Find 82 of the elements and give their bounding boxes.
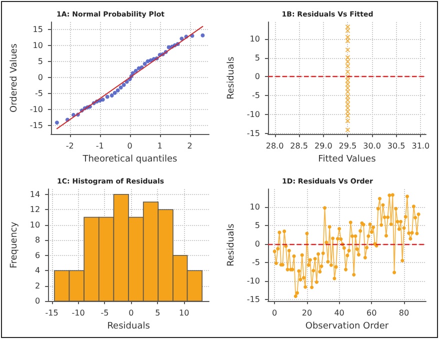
x-tick-label: 29.5 [338,142,357,151]
x-tick-label: 1 [157,142,162,151]
x-tick-label: -10 [72,308,85,318]
x-tick-label: 2 [187,142,192,151]
y-tick-label: -10 [246,110,260,119]
y-tick-label: -15 [246,295,260,304]
y-axis-title: Residuals [226,223,236,266]
y-tick-label: 2 [34,281,40,290]
y-axis-title: Ordered Values [10,43,20,113]
point [54,120,59,125]
x-tick-label: 30.5 [387,142,406,151]
y-tick-label: 0 [34,296,40,306]
y-tick-label: -10 [246,276,260,286]
x-axis-title: Residuals [107,322,150,332]
y-tick-label: 10 [30,220,40,230]
point [345,109,350,114]
x-tick-label: 60 [366,308,377,318]
x-axis-title: Fitted Values [318,154,376,164]
point [134,68,138,73]
y-tick-label: -5 [252,91,260,100]
x-tick-label: 0 [128,308,134,318]
y-axis-title: Residuals [226,56,236,100]
y-tick-label: 5 [254,53,260,62]
y-tick-label: 5 [254,220,260,230]
x-tick-label: -1 [96,142,104,151]
point [345,78,350,84]
y-tick-label: -5 [252,258,260,267]
y-tick-label: 0 [254,239,260,248]
x-tick-label: -15 [45,308,58,318]
point [142,62,147,66]
point [345,86,350,91]
y-tick-label: 15 [32,25,43,34]
x-tick-label: 40 [334,308,344,318]
y-tick-label: 8 [34,236,40,245]
point [110,93,114,98]
point [200,33,205,38]
x-tick-label: 10 [179,308,190,318]
x-tick-label: 31.0 [412,142,430,151]
x-tick-label: -2 [66,142,74,151]
y-tick-label: 6 [34,250,40,260]
point [118,85,123,90]
point [345,102,350,107]
x-tick-label: 0 [127,142,132,151]
x-axis-title: Theoretical quantiles [82,154,178,164]
y-tick-label: 0 [254,72,260,82]
x-tick-label: 30.0 [363,142,381,151]
y-tick-label: 0 [38,73,43,82]
point [345,24,350,30]
point [345,127,350,132]
y-tick-label: 14 [30,190,40,199]
y-tick-label: 10 [250,202,260,212]
x-tick-label: 28.0 [266,142,284,151]
x-tick-label: 28.5 [290,142,308,151]
point [345,38,350,44]
y-tick-label: -15 [30,120,43,130]
point [130,71,135,76]
x-tick-label: 80 [398,308,410,318]
x-axis-title: Observation Order [305,322,389,332]
y-tick-label: -5 [34,89,43,98]
x-tick-label: 0 [272,308,278,318]
point [122,82,126,87]
y-tick-label: 12 [30,205,40,214]
x-tick-label: 20 [302,308,312,318]
point [116,88,120,92]
x-tick-label: -5 [100,308,109,318]
point [100,98,105,102]
point [345,47,350,52]
y-tick-label: 4 [34,266,40,276]
point [345,82,350,87]
point [180,36,184,41]
y-axis-title: Frequency [10,221,20,268]
y-tick-label: 5 [38,57,43,66]
x-tick-label: 5 [155,308,160,318]
point [345,98,350,103]
y-tick-label: 10 [32,41,43,50]
y-tick-label: 10 [250,34,260,44]
point [112,90,117,95]
y-tick-label: -10 [30,105,43,114]
point [345,106,350,111]
point [105,94,110,99]
x-tick-label: 29.0 [314,142,332,151]
y-tick-label: -15 [246,128,260,138]
